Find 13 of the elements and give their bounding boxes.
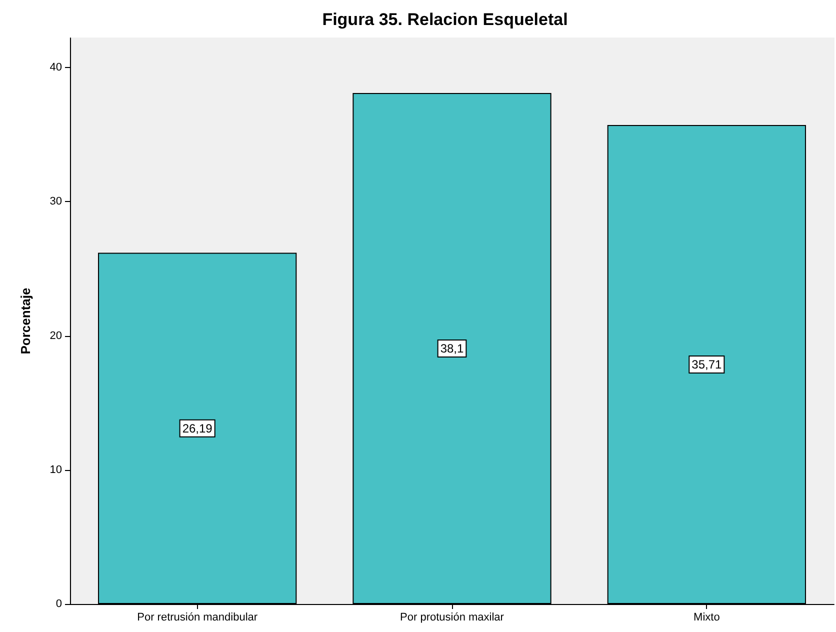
x-tick-label: Por protusión maxilar [400, 612, 504, 624]
x-tick-label: Por retrusión mandibular [137, 612, 258, 624]
y-tick-label: 20 [50, 330, 62, 342]
data-label: 26,19 [182, 421, 213, 436]
y-tick-label: 0 [56, 598, 62, 610]
data-label: 35,71 [692, 358, 722, 372]
y-axis-title: Porcentaje [18, 288, 33, 354]
data-label: 38,1 [440, 341, 464, 356]
x-tick-label: Mixto [694, 612, 720, 624]
y-tick-label: 10 [50, 464, 62, 476]
y-tick-label: 30 [50, 196, 62, 208]
chart-title: Figura 35. Relacion Esqueletal [322, 10, 568, 29]
y-tick-label: 40 [50, 62, 62, 74]
